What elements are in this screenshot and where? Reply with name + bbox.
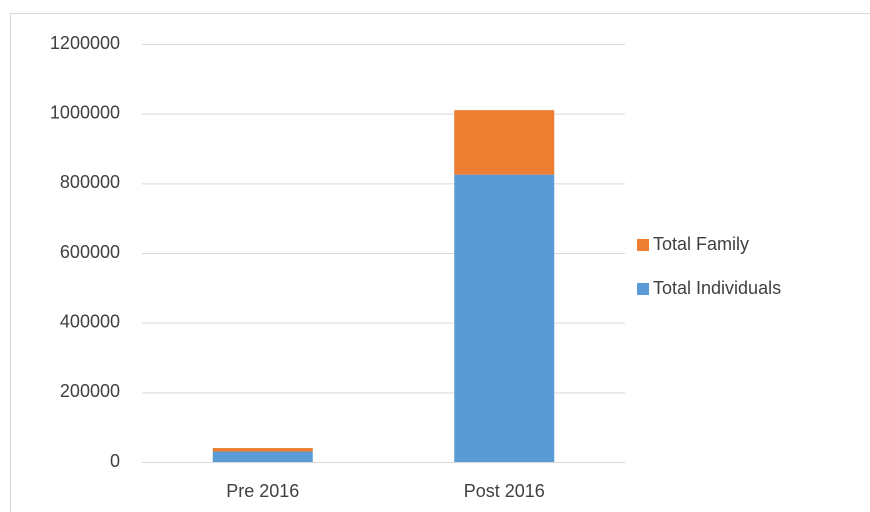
y-tick-label: 1000000 xyxy=(50,102,120,122)
bar-segment xyxy=(212,451,313,462)
y-tick-label: 800000 xyxy=(60,172,120,192)
legend-label: Total Family xyxy=(653,234,749,254)
legend-swatch xyxy=(637,283,649,295)
bar-segment xyxy=(212,448,313,452)
legend-swatch xyxy=(637,239,649,251)
y-tick-label: 200000 xyxy=(60,381,120,401)
x-tick-label: Pre 2016 xyxy=(226,481,299,501)
y-tick-label: 600000 xyxy=(60,242,120,262)
chart-border xyxy=(10,13,870,512)
bar-segment xyxy=(454,174,555,462)
y-tick-label: 400000 xyxy=(60,311,120,331)
y-tick-label: 1200000 xyxy=(50,33,120,53)
x-tick-label: Post 2016 xyxy=(464,481,545,501)
y-tick-label: 0 xyxy=(110,451,120,471)
legend-label: Total Individuals xyxy=(653,278,781,298)
bar-segment xyxy=(454,110,555,175)
